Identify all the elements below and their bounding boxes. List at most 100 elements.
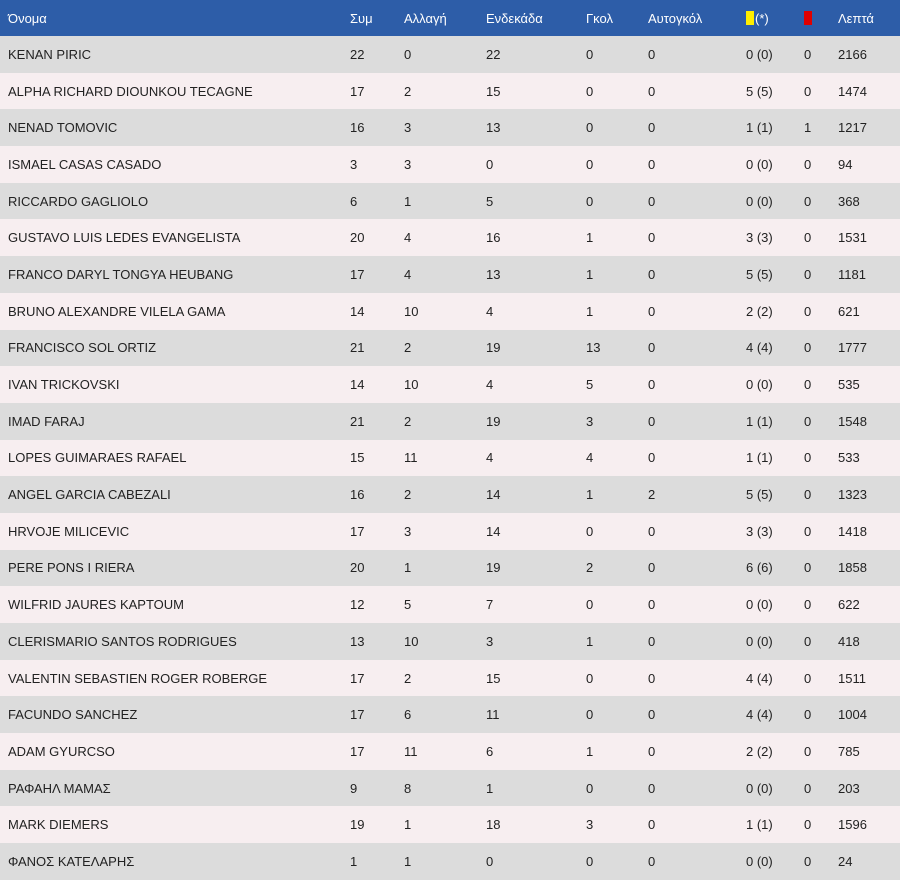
cell-name: CLERISMARIO SANTOS RODRIGUES [8, 633, 237, 649]
cell-red-cards: 0 [804, 83, 812, 99]
col-header-minutes[interactable]: Λεπτά [838, 10, 874, 26]
col-header-yellow-cards[interactable]: (*) [738, 0, 796, 36]
cell-goals: 0 [586, 120, 594, 136]
cell-name: FRANCO DARYL TONGYA HEUBANG [8, 266, 234, 282]
col-header-own-goals[interactable]: Αυτογκόλ [648, 10, 703, 26]
cell-red-cards: 0 [804, 156, 812, 172]
cell-apps: 16 [350, 120, 365, 136]
cell-starts: 18 [486, 817, 501, 833]
cell-name: ALPHA RICHARD DIOUNKOU TECAGNE [8, 83, 253, 99]
cell-own-goals: 0 [648, 156, 656, 172]
cell-name: FRANCISCO SOL ORTIZ [8, 340, 157, 356]
cell-apps: 3 [350, 156, 358, 172]
red-card-icon [804, 10, 812, 25]
cell-starts: 14 [486, 523, 501, 539]
cell-name: NENAD TOMOVIC [8, 120, 118, 136]
table-body: KENAN PIRIC 22 0 22 0 0 0 (0) 0 2166 ALPHA RICHAR… [0, 36, 900, 880]
cell-goals: 0 [586, 780, 594, 796]
cell-starts: 16 [486, 230, 501, 246]
cell-apps: 14 [350, 303, 365, 319]
cell-apps: 13 [350, 633, 365, 649]
col-header-goals[interactable]: Γκολ [586, 10, 613, 26]
table-row: ALPHA RICHARD DIOUNKOU TECAGNE 17 2 15 0 0 5 (… [0, 72, 900, 110]
cell-own-goals: 0 [648, 46, 656, 62]
cell-yellow-cards: 0 (0) [746, 780, 773, 796]
cell-yellow-cards: 0 (0) [746, 597, 773, 613]
cell-goals: 0 [586, 46, 594, 62]
col-header-name[interactable]: Όνομα [8, 10, 47, 26]
cell-subs: 1 [404, 560, 412, 576]
cell-own-goals: 0 [648, 743, 656, 759]
cell-yellow-cards: 3 (3) [746, 230, 773, 246]
cell-own-goals: 0 [648, 450, 656, 466]
cell-red-cards: 0 [804, 853, 812, 869]
cell-name: KENAN PIRIC [8, 46, 92, 62]
cell-minutes: 1858 [838, 560, 867, 576]
cell-goals: 1 [586, 487, 594, 503]
cell-own-goals: 0 [648, 413, 656, 429]
cell-goals: 1 [586, 303, 594, 319]
cell-apps: 6 [350, 193, 358, 209]
cell-subs: 4 [404, 266, 412, 282]
cell-own-goals: 0 [648, 377, 656, 393]
cell-yellow-cards: 5 (5) [746, 487, 773, 503]
cell-starts: 19 [486, 340, 501, 356]
col-header-subs[interactable]: Αλλαγή [404, 10, 447, 26]
cell-minutes: 368 [838, 193, 860, 209]
cell-name: IMAD FARAJ [8, 413, 85, 429]
cell-subs: 4 [404, 230, 412, 246]
table-row: ADAM GYURCSO 17 11 6 1 0 2 (2) 0 785 [0, 733, 900, 770]
cell-apps: 22 [350, 46, 365, 62]
cell-starts: 13 [486, 266, 501, 282]
cell-yellow-cards: 0 (0) [746, 46, 773, 62]
cell-minutes: 1323 [838, 487, 867, 503]
cell-subs: 2 [404, 487, 412, 503]
cell-starts: 4 [486, 303, 494, 319]
col-header-starts[interactable]: Ενδεκάδα [486, 10, 543, 26]
cell-yellow-cards: 4 (4) [746, 707, 773, 723]
cell-subs: 2 [404, 670, 412, 686]
cell-apps: 17 [350, 83, 365, 99]
cell-name: RICCARDO GAGLIOLO [8, 193, 149, 209]
cell-starts: 19 [486, 560, 501, 576]
cell-minutes: 1777 [838, 340, 867, 356]
cell-yellow-cards: 0 (0) [746, 633, 773, 649]
cell-minutes: 1531 [838, 230, 867, 246]
cell-red-cards: 0 [804, 46, 812, 62]
cell-red-cards: 0 [804, 523, 812, 539]
cell-subs: 10 [404, 303, 419, 319]
cell-own-goals: 2 [648, 487, 656, 503]
cell-red-cards: 0 [804, 780, 812, 796]
cell-own-goals: 0 [648, 303, 656, 319]
cell-minutes: 1474 [838, 83, 867, 99]
cell-minutes: 24 [838, 853, 853, 869]
cell-name: BRUNO ALEXANDRE VILELA GAMA [8, 303, 226, 319]
cell-red-cards: 0 [804, 413, 812, 429]
col-header-red-cards[interactable] [796, 0, 830, 36]
cell-yellow-cards: 1 (1) [746, 450, 773, 466]
table-header-row: Όνομα Συμ Αλλαγή Ενδεκάδα Γκολ Αυτογκόλ … [0, 0, 900, 36]
cell-apps: 21 [350, 413, 365, 429]
cell-apps: 17 [350, 707, 365, 723]
table-row: IVAN TRICKOVSKI 14 10 4 5 0 0 (0) 0 535 [0, 366, 900, 403]
cell-goals: 0 [586, 83, 594, 99]
cell-red-cards: 0 [804, 743, 812, 759]
cell-yellow-cards: 5 (5) [746, 83, 773, 99]
table-row: NENAD TOMOVIC 16 3 13 0 0 1 (1) 1 1217 [0, 109, 900, 147]
cell-apps: 20 [350, 230, 365, 246]
cell-minutes: 622 [838, 597, 860, 613]
cell-own-goals: 0 [648, 560, 656, 576]
col-header-apps[interactable]: Συμ [350, 10, 373, 26]
cell-yellow-cards: 0 (0) [746, 377, 773, 393]
table-row: BRUNO ALEXANDRE VILELA GAMA 14 10 4 1 0 2 (2) 0… [0, 292, 900, 330]
cell-minutes: 94 [838, 156, 853, 172]
cell-minutes: 418 [838, 633, 860, 649]
cell-name: IVAN TRICKOVSKI [8, 377, 120, 393]
cell-own-goals: 0 [648, 707, 656, 723]
cell-starts: 19 [486, 413, 501, 429]
cell-red-cards: 0 [804, 450, 812, 466]
cell-red-cards: 1 [804, 120, 812, 136]
cell-red-cards: 0 [804, 266, 812, 282]
cell-yellow-cards: 1 (1) [746, 817, 773, 833]
